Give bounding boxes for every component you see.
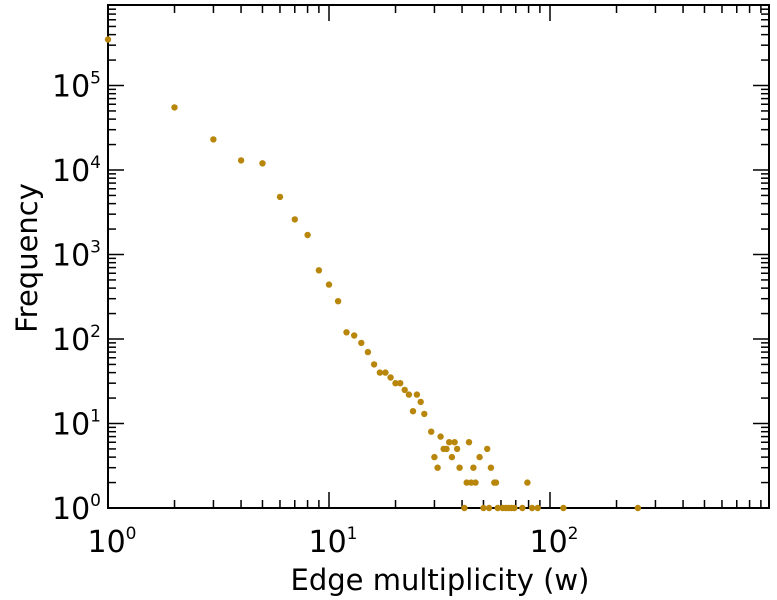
x-tick-label-base: 10	[529, 525, 567, 560]
data-point	[315, 267, 323, 274]
y-axis-label: Frequency	[10, 183, 44, 333]
data-point	[453, 445, 461, 453]
x-tick-label-exponent: 1	[347, 524, 358, 544]
data-point	[237, 157, 245, 164]
data-point	[519, 504, 526, 512]
y-tick-label-exponent: 5	[90, 69, 101, 89]
data-point	[434, 464, 441, 471]
data-point	[484, 445, 491, 453]
data-point	[448, 453, 456, 461]
data-point	[492, 479, 500, 486]
data-point	[634, 504, 642, 512]
x-tick-label-base: 10	[308, 525, 346, 560]
data-point	[456, 464, 463, 471]
y-tick-label-exponent: 4	[90, 153, 101, 173]
data-point	[291, 216, 298, 223]
data-point	[276, 193, 284, 201]
x-tick-label: 102	[529, 524, 578, 560]
data-point	[413, 391, 421, 398]
data-point	[364, 348, 372, 356]
y-tick-label-exponent: 3	[90, 238, 101, 258]
data-point	[560, 504, 567, 512]
data-point	[304, 231, 311, 239]
data-point	[511, 504, 518, 512]
data-point	[431, 453, 438, 461]
minor-ticks	[108, 5, 769, 508]
data-point	[468, 479, 475, 486]
x-tick-label: 100	[87, 524, 136, 560]
data-point	[451, 439, 458, 446]
data-points	[104, 36, 642, 512]
plot-frame	[107, 4, 770, 509]
y-tick-label-exponent: 2	[90, 322, 101, 342]
data-point	[494, 504, 501, 512]
data-point	[409, 408, 417, 415]
data-point	[461, 504, 468, 512]
data-point	[487, 464, 495, 471]
data-point	[524, 479, 531, 486]
data-point	[480, 504, 487, 512]
y-tick-label-base: 10	[52, 492, 90, 527]
x-tick-label-exponent: 0	[126, 524, 137, 544]
data-point	[259, 160, 266, 167]
data-point	[397, 380, 404, 387]
y-tick-label: 104	[52, 153, 101, 189]
x-tick-labels: 100 101 102	[87, 524, 578, 560]
data-point	[428, 428, 435, 435]
y-tick-label: 105	[52, 69, 101, 105]
data-point	[528, 504, 536, 512]
data-point	[476, 453, 483, 461]
x-axis-label: Edge multiplicity (w)	[291, 563, 590, 597]
x-tick-label-base: 10	[87, 525, 125, 560]
y-tick-label-base: 10	[52, 408, 90, 443]
data-point	[440, 445, 447, 453]
y-tick-label-base: 10	[52, 323, 90, 358]
data-point	[465, 439, 473, 446]
data-point	[534, 504, 541, 512]
data-point	[370, 361, 378, 368]
data-point	[405, 391, 413, 398]
data-point	[463, 479, 470, 486]
data-point	[358, 339, 365, 347]
data-point	[382, 369, 389, 376]
y-tick-label-base: 10	[52, 154, 90, 189]
y-tick-label: 102	[52, 322, 101, 358]
data-point	[392, 380, 399, 387]
y-tick-label: 100	[52, 491, 101, 527]
data-point	[343, 329, 350, 336]
data-point	[446, 439, 453, 446]
x-tick-label: 101	[308, 524, 357, 560]
data-point	[437, 433, 444, 440]
data-point	[470, 464, 477, 471]
data-point	[417, 398, 424, 406]
data-point	[334, 298, 342, 305]
y-tick-label-exponent: 1	[90, 407, 101, 427]
data-point	[351, 332, 358, 339]
y-tick-label-base: 10	[52, 239, 90, 274]
x-tick-label-exponent: 2	[568, 524, 579, 544]
data-point	[421, 410, 428, 418]
data-point	[401, 386, 408, 394]
major-ticks	[107, 5, 769, 509]
data-point	[376, 369, 384, 376]
data-point	[325, 281, 333, 288]
data-point	[210, 136, 217, 143]
y-tick-label: 101	[52, 407, 101, 443]
data-point	[104, 36, 112, 43]
data-point	[171, 104, 178, 111]
y-tick-label-exponent: 0	[90, 491, 101, 511]
y-tick-label: 103	[52, 238, 101, 274]
data-point	[387, 374, 394, 381]
y-tick-label-base: 10	[52, 70, 90, 105]
data-point	[485, 504, 493, 512]
